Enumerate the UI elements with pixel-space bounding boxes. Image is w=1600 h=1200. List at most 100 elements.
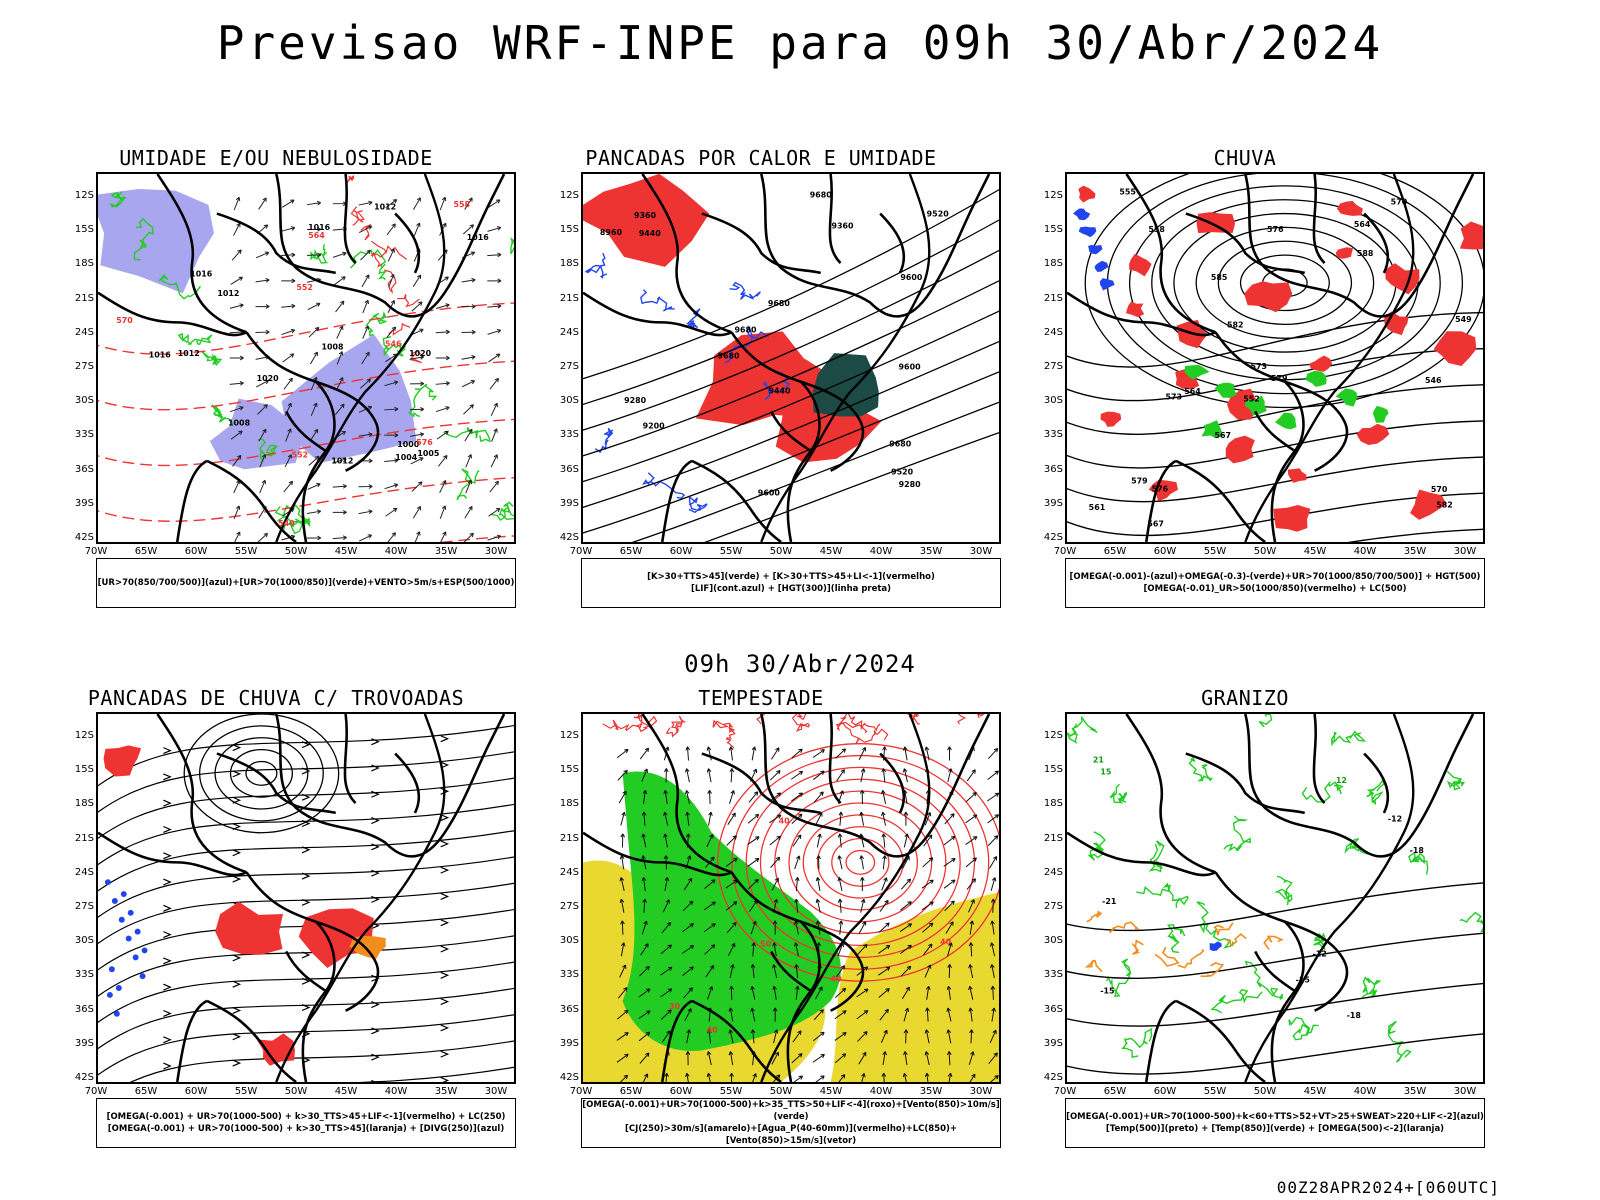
wind-vector — [619, 898, 625, 913]
wind-vector — [358, 432, 373, 437]
lat-tick-label: 27S — [559, 361, 579, 372]
flow-arrow — [301, 872, 311, 880]
wind-vector — [900, 944, 912, 955]
wind-vector — [968, 964, 974, 979]
contour-line — [1154, 946, 1180, 967]
lat-tick-label: 27S — [74, 361, 94, 372]
wind-vector — [463, 404, 474, 415]
wind-vector — [945, 921, 954, 934]
isoline-label: 9200 — [643, 422, 666, 431]
wind-vector — [464, 505, 473, 519]
lon-tick-label: 55W — [719, 546, 743, 557]
wind-vector — [664, 877, 670, 892]
shaded-area — [98, 188, 214, 294]
shaded-area — [1129, 253, 1152, 277]
wind-vector — [968, 1051, 975, 1066]
isoline-label: 50 — [760, 940, 772, 949]
wind-vector — [487, 328, 502, 335]
lat-tick-label: 36S — [74, 463, 94, 475]
contour-line — [1067, 1033, 1483, 1075]
streamline — [98, 856, 514, 918]
wind-vector — [487, 252, 502, 258]
contour-line — [1195, 226, 1375, 339]
divergence-dot — [108, 966, 115, 973]
lat-tick-label: 42S — [559, 1072, 579, 1083]
isoline-label: 549 — [1455, 315, 1472, 324]
isoline-label: 40 — [831, 974, 843, 983]
isoline-label: 21 — [1093, 755, 1104, 764]
country-border — [1244, 714, 1475, 858]
wind-vector — [790, 770, 804, 780]
wind-vector — [900, 965, 912, 977]
isoline-label: 1012 — [331, 457, 353, 466]
streamline — [98, 751, 514, 813]
wind-vector — [924, 746, 930, 761]
wind-vector — [229, 406, 244, 413]
wind-vector — [965, 836, 978, 845]
wind-vector — [793, 920, 799, 935]
contour-line — [1084, 174, 1483, 409]
lat-tick-label: 39S — [1043, 497, 1063, 509]
country-border — [1254, 950, 1296, 993]
wind-vector — [435, 303, 450, 309]
flow-arrow — [440, 1076, 450, 1082]
lon-tick-label: 40W — [869, 546, 893, 557]
isoline-label: 561 — [1089, 503, 1106, 512]
wind-vector — [488, 353, 501, 363]
lon-tick-label: 65W — [1103, 1086, 1127, 1097]
wind-vector — [792, 1030, 802, 1043]
wind-vector — [333, 276, 346, 286]
contour-line — [409, 350, 424, 364]
wind-vector — [946, 985, 952, 1000]
wind-vector — [989, 942, 996, 957]
panel-granizo: GRANIZO -15 -15 -12 -12 -21 -18 -18 15 21 12 [OME… — [1025, 686, 1485, 1166]
isoline-label: 9360 — [634, 211, 657, 220]
wind-vector — [860, 768, 866, 783]
country-border — [730, 331, 821, 542]
wind-vector — [987, 792, 999, 802]
lon-tick-label: 45W — [334, 1086, 358, 1097]
flow-arrow — [371, 1001, 380, 1009]
wind-vector — [489, 480, 499, 493]
legend-line: [Temp(500)](preto) + [Temp(850)](verde) … — [1105, 1124, 1445, 1134]
map-canvas: 40 40 30 40 50 40 — [583, 714, 999, 1082]
lat-tick-label: 15S — [1043, 224, 1063, 236]
flow-arrow — [440, 840, 450, 848]
lon-tick-label: 45W — [819, 1086, 843, 1097]
legend-line: [OMEGA(-0.01)_UR>50(1000/850)(vermelho) … — [1143, 584, 1407, 594]
lon-tick-label: 30W — [1453, 1086, 1477, 1097]
country-border — [1363, 212, 1390, 274]
lon-tick-label: 50W — [769, 1086, 793, 1097]
wind-vector — [684, 790, 691, 804]
country-border — [691, 459, 782, 542]
wind-vector — [684, 768, 690, 783]
isoline-label: 546 — [385, 340, 402, 349]
flow-arrow — [163, 931, 172, 939]
wind-vector — [233, 505, 241, 519]
contour-line — [906, 714, 920, 725]
wind-vector — [903, 1007, 910, 1022]
shaded-area — [281, 334, 417, 463]
lon-tick-label: 35W — [919, 546, 943, 557]
wind-vector — [728, 1029, 734, 1044]
country-border — [216, 752, 337, 815]
country-border — [1125, 714, 1216, 874]
isoline-label: 40 — [779, 817, 791, 826]
wind-vector — [921, 879, 934, 889]
flow-arrow — [301, 846, 311, 854]
contour-line — [1347, 528, 1483, 542]
wind-vector — [386, 223, 396, 236]
flow-arrow — [301, 767, 311, 775]
wind-vector — [461, 355, 476, 360]
shaded-area — [583, 174, 710, 267]
wind-vector — [946, 1051, 952, 1066]
panel-title: CHUVA — [1213, 146, 1277, 170]
wind-vector — [752, 1073, 757, 1082]
shaded-area — [1209, 941, 1222, 952]
country-border — [206, 459, 297, 542]
lat-tick-label: 33S — [74, 969, 94, 981]
wind-vector — [281, 328, 296, 335]
wind-vector — [255, 329, 270, 335]
wind-vector — [706, 1072, 712, 1082]
wind-vector — [966, 878, 977, 890]
